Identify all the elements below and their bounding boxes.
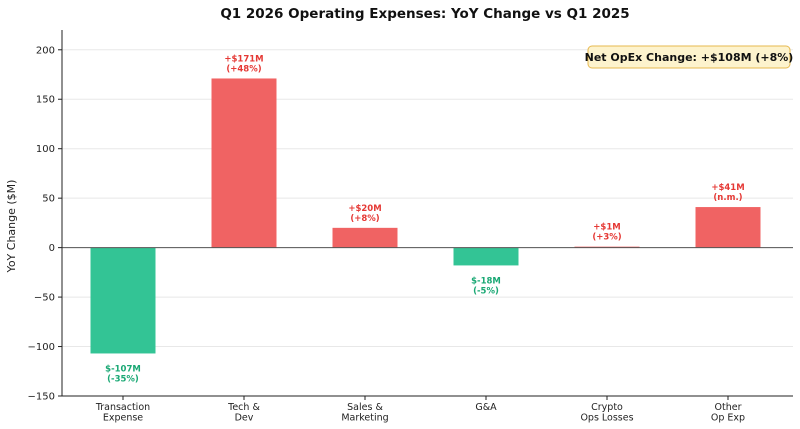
data-label: $-107M (-35%) [105,364,141,384]
note-layer: Net OpEx Change: +$108M (+8%) [585,45,794,69]
chart-title: Q1 2026 Operating Expenses: YoY Change v… [220,6,629,22]
y-tick-label: 200 [36,45,55,56]
x-tick-label: G&A [475,402,497,413]
y-tick-label: 0 [49,243,55,254]
x-tick-label: Transaction Expense [95,402,150,424]
bar [695,207,761,248]
bar [332,227,398,248]
bars-layer [90,78,761,354]
y-axis-label: YoY Change ($M) [5,180,18,274]
grid-layer [62,49,793,348]
y-tick-label: −50 [34,293,55,304]
x-tick-label: Other Op Exp [711,402,745,424]
bar [211,78,277,248]
data-label: +$171M (+48%) [224,54,263,74]
y-tick-label: −150 [28,392,55,403]
data-label: $-18M (-5%) [471,276,501,296]
net-change-note: Net OpEx Change: +$108M (+8%) [585,51,794,64]
y-tick-label: 150 [36,95,55,106]
axes-layer: −150 −100 −50 0 50 100 150 200 Transaction Expens… [28,30,793,424]
data-label: +$1M (+3%) [592,223,621,243]
bar [90,247,156,354]
labels-layer: $-107M (-35%) +$171M (+48%) +$20M (+8%) $-18M(… [105,54,744,384]
data-label: +$41M (n.m.) [711,183,744,203]
bar [574,246,640,248]
bar [453,247,519,266]
y-tick-label: 100 [36,144,55,155]
net-change-note-box [587,45,791,69]
x-tick-label: Crypto Ops Losses [580,402,633,424]
y-tick-label: 50 [42,194,55,205]
x-tick-label: Sales & Marketing [341,402,388,424]
data-label: +$20M (+8%) [348,204,381,224]
y-tick-label: −100 [28,342,55,353]
x-tick-label: Tech & Dev [227,402,260,424]
